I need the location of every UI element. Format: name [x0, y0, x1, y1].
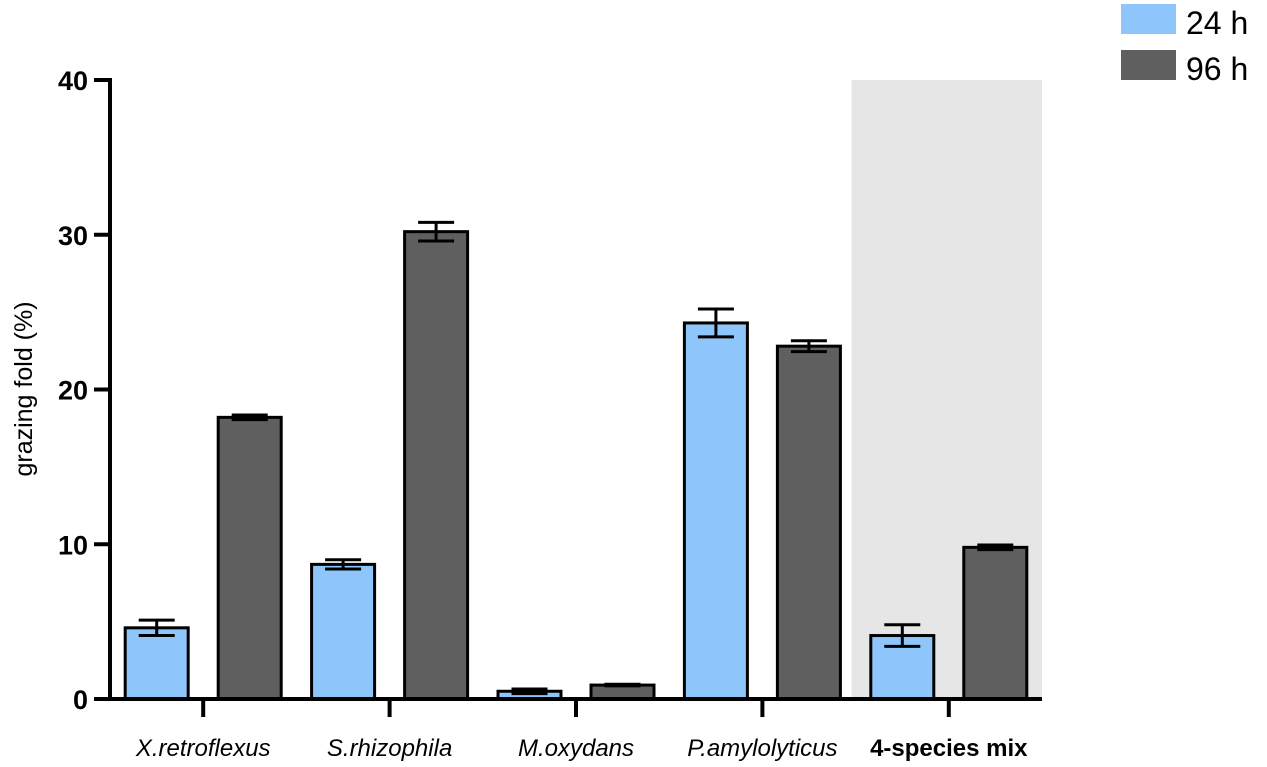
y-tick-label-2: 20	[58, 376, 88, 406]
y-tick-label-4: 40	[58, 66, 88, 96]
legend-swatch-0	[1121, 4, 1176, 34]
legend: 24 h 96 h	[1121, 4, 1248, 87]
x-tick-label-4: 4-species mix	[870, 735, 1028, 762]
bar-24h-3	[682, 321, 749, 701]
legend-swatch-1	[1121, 50, 1176, 80]
y-tick-label-3: 30	[58, 221, 88, 251]
y-tick-label-1: 10	[58, 530, 88, 560]
x-tick-label-1: S.rhizophila	[327, 735, 452, 762]
error-bars-group	[138, 220, 1014, 696]
bars-group	[123, 230, 1029, 701]
y-axis-label: grazing fold (%)	[10, 301, 38, 476]
bar-96h-0	[216, 415, 283, 701]
x-tick-label-0: X.retroflexus	[135, 735, 271, 762]
bar-96h-4	[962, 545, 1029, 701]
x-tick-label-2: M.oxydans	[518, 735, 634, 762]
bar-24h-1	[310, 562, 377, 701]
x-tick-label-3: P.amylolyticus	[687, 735, 837, 762]
legend-label-1: 96 h	[1186, 51, 1248, 87]
y-tick-label-0: 0	[73, 685, 88, 715]
axes-group: X.retroflexus S.rhizophila M.oxydans P.amyl…	[58, 66, 1042, 762]
legend-label-0: 24 h	[1186, 5, 1248, 41]
bar-96h-1	[403, 230, 470, 701]
bar-96h-3	[775, 344, 842, 701]
bar-24h-0	[123, 626, 190, 701]
